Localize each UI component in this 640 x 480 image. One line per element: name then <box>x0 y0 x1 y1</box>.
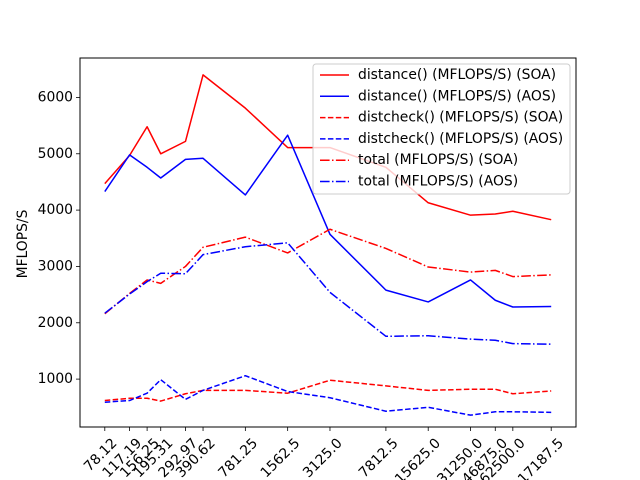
legend-label-4: distcheck() (MFLOPS/S) (AOS) <box>358 131 563 147</box>
series-line-3 <box>104 379 552 402</box>
series-line-4 <box>104 374 552 416</box>
legend-label-1: distance() (MFLOPS/S) (SOA) <box>358 67 556 83</box>
legend-label-3: distcheck() (MFLOPS/S) (SOA) <box>358 110 563 126</box>
y-axis: 1000 2000 3000 4000 5000 6000 <box>38 89 80 387</box>
x-tick-label: 3125.0 <box>300 435 346 480</box>
x-tick-label: 781.25 <box>215 435 261 480</box>
y-axis-label: MFLOPS/S <box>15 209 31 278</box>
series-line-6 <box>104 242 552 345</box>
legend-label-2: distance() (MFLOPS/S) (AOS) <box>358 88 556 104</box>
x-axis: 78.12117.19156.25195.31292.97390.62781.2… <box>81 427 567 480</box>
legend-box <box>312 63 571 195</box>
legend: distance() (MFLOPS/S) (SOA) distance() (M… <box>312 63 571 195</box>
y-tick-label: 5000 <box>38 146 73 162</box>
y-tick-label: 4000 <box>38 202 73 218</box>
y-tick-label: 6000 <box>38 89 73 105</box>
series-line-5 <box>104 228 552 315</box>
series-line-2 <box>104 134 552 308</box>
y-tick-label: 1000 <box>38 371 73 387</box>
y-tick-label: 3000 <box>38 258 73 274</box>
plot-lines <box>104 74 552 416</box>
legend-label-6: total (MFLOPS/S) (AOS) <box>358 174 518 190</box>
plot-frame <box>79 57 577 428</box>
legend-label-5: total (MFLOPS/S) (SOA) <box>358 152 518 168</box>
x-tick-label: 1562.5 <box>258 435 304 480</box>
y-tick-label: 2000 <box>38 315 73 331</box>
series-line-1 <box>104 74 552 221</box>
